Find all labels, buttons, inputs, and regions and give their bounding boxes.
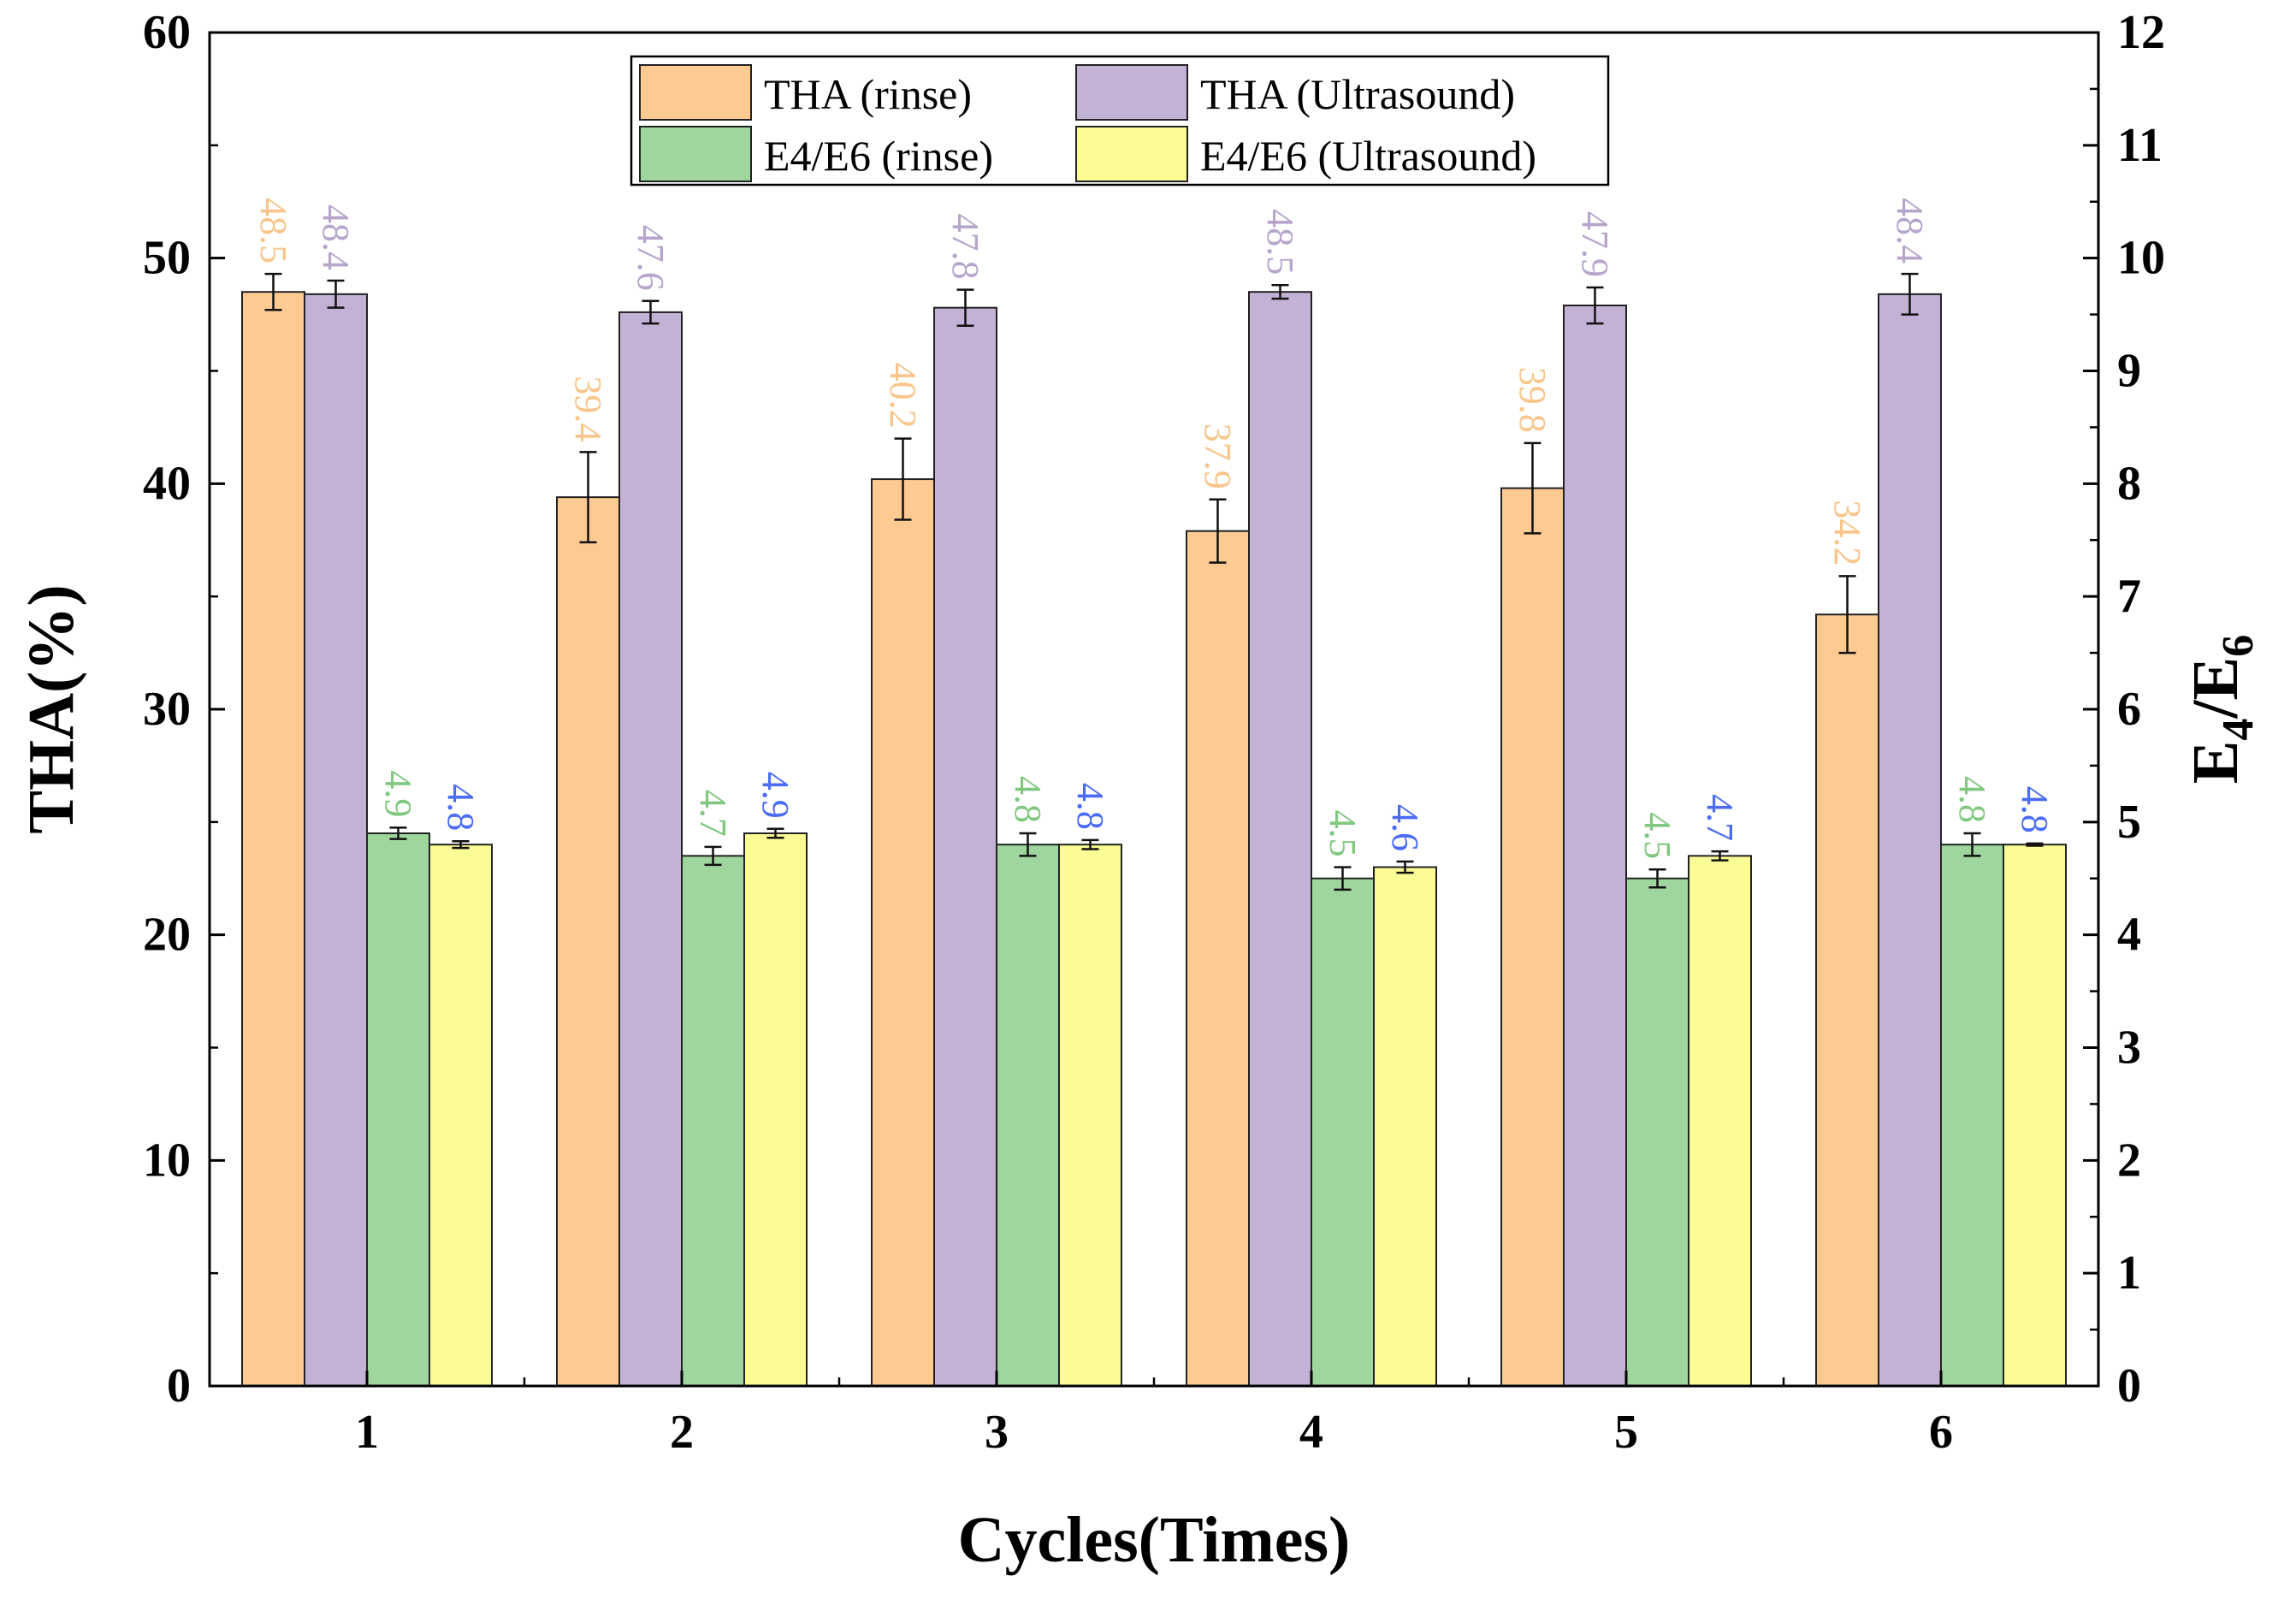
data-label-2-6: 48.4 [1889,198,1931,264]
bar-4-4 [1373,866,1437,1387]
bar-3-6 [1940,844,2004,1387]
left-tick-label-40: 40 [143,457,191,510]
left-tick-label-50: 50 [143,232,191,285]
right-tick-label-11: 11 [2117,119,2163,172]
data-label-3-4: 4.5 [1322,810,1364,857]
x-tick-label-6: 6 [1929,1406,1953,1459]
legend-swatch-2 [1075,64,1188,121]
bar-3-5 [1625,877,1689,1387]
bar-3-1 [366,832,430,1387]
left-y-axis-title: THA(%) [15,584,87,833]
x-tick-label-5: 5 [1614,1406,1638,1459]
bar-2-6 [1878,293,1942,1387]
data-label-4-3: 4.8 [1069,783,1111,830]
legend-label-3: E4/E6 (rinse) [764,132,993,180]
error-bars-layer [264,272,2044,891]
bar-1-6 [1815,613,1879,1387]
bar-2-4 [1248,291,1312,1387]
legend-label-1: THA (rinse) [764,70,972,118]
left-tick-label-60: 60 [143,6,191,59]
data-label-3-3: 4.8 [1007,776,1049,823]
right-tick-label-6: 6 [2117,683,2141,736]
right-tick-label-12: 12 [2117,6,2165,59]
legend: THA (rinse) THA (Ultrasound) E4/E6 (rinse)… [630,55,1610,187]
data-label-4-4: 4.6 [1384,804,1426,851]
left-tick-label-10: 10 [143,1134,191,1187]
bar-1-2 [556,496,620,1387]
data-label-3-6: 4.8 [1951,776,1993,823]
data-label-1-3: 40.2 [882,363,924,429]
right-title-e: E [2180,657,2252,701]
data-label-2-5: 47.9 [1574,211,1616,277]
right-tick-label-0: 0 [2117,1359,2141,1413]
data-label-3-2: 4.7 [692,790,734,837]
data-label-2-3: 47.8 [944,214,986,280]
x-tick-label-1: 1 [355,1406,379,1459]
right-title-sub-6: 6 [2214,635,2263,657]
bar-1-4 [1186,530,1250,1387]
left-tick-label-30: 30 [143,683,191,736]
left-tick-label-0: 0 [167,1359,191,1413]
legend-swatch-3 [639,126,752,182]
legend-swatch-4 [1075,126,1188,182]
bar-4-3 [1058,844,1122,1387]
x-tick-label-4: 4 [1299,1406,1323,1459]
bar-1-5 [1500,487,1565,1387]
legend-swatch-1 [639,64,752,121]
x-axis-title: Cycles(Times) [958,1504,1351,1576]
x-tick-label-2: 2 [670,1406,694,1459]
bars-layer [241,291,2067,1388]
data-label-1-5: 39.8 [1512,367,1553,433]
data-label-1-6: 34.2 [1826,500,1868,566]
bar-1-3 [871,478,935,1387]
bar-3-4 [1311,877,1375,1387]
x-tick-label-3: 3 [985,1406,1009,1459]
right-tick-label-10: 10 [2117,232,2165,285]
data-label-4-1: 4.8 [440,784,482,831]
right-y-axis-title: E4/E6 [2180,635,2263,785]
data-label-3-1: 4.9 [377,770,419,817]
right-tick-label-9: 9 [2117,345,2141,398]
data-label-1-1: 48.5 [252,198,294,264]
data-label-3-5: 4.5 [1636,812,1678,859]
data-label-4-2: 4.9 [754,772,796,819]
bar-1-1 [241,291,305,1387]
data-label-2-2: 47.6 [630,225,672,291]
bar-4-1 [429,844,493,1387]
bar-3-3 [996,844,1060,1387]
data-label-1-2: 39.4 [567,376,609,441]
right-tick-label-2: 2 [2117,1134,2141,1187]
legend-label-2: THA (Ultrasound) [1200,70,1515,118]
right-title-e: E [2180,741,2252,785]
right-title-slash: / [2180,700,2252,720]
right-tick-label-3: 3 [2117,1022,2141,1075]
bar-2-2 [618,311,683,1387]
data-label-1-4: 37.9 [1197,423,1239,489]
bar-3-2 [681,855,745,1387]
right-title-sub-4: 4 [2214,719,2263,741]
bar-4-2 [743,832,808,1387]
bar-4-5 [1688,855,1752,1387]
plot-frame [208,31,2100,1388]
axis-titles: Cycles(Times)THA(%) E4/E6 [15,584,2263,1576]
data-labels-layer: 48.5 39.4 40.2 37.9 39.8 34.2 48.4 47.6 47.8 48.5… [252,198,2056,859]
bar-2-3 [933,306,997,1387]
right-tick-label-1: 1 [2117,1247,2141,1300]
bar-2-1 [304,293,368,1387]
bar-2-5 [1563,305,1627,1388]
legend-label-4: E4/E6 (Ultrasound) [1200,132,1536,180]
right-tick-label-4: 4 [2117,909,2141,962]
left-tick-label-20: 20 [143,909,191,962]
data-label-2-1: 48.4 [315,204,357,270]
right-tick-label-8: 8 [2117,457,2141,510]
right-tick-label-5: 5 [2117,796,2141,849]
right-tick-label-7: 7 [2117,570,2141,623]
data-label-4-6: 4.8 [2014,786,2056,833]
data-label-2-4: 48.5 [1259,209,1301,275]
data-label-4-5: 4.7 [1699,794,1741,841]
bar-4-6 [2003,844,2067,1387]
